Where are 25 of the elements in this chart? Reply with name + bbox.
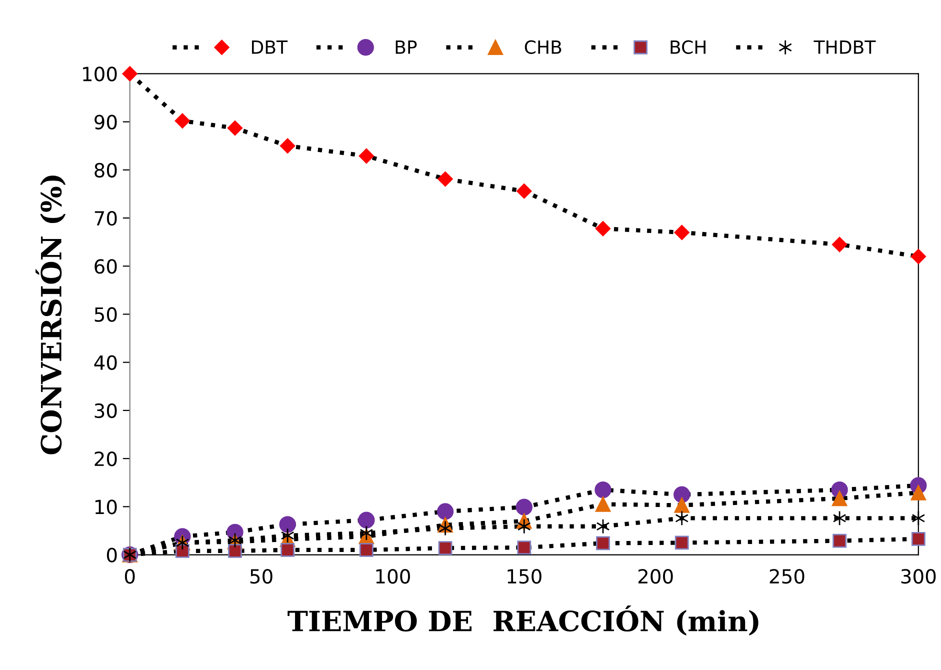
y-tick-label: 60 xyxy=(94,259,117,274)
legend-label: DBT xyxy=(252,40,288,54)
y-tick-label: 40 xyxy=(94,355,117,370)
x-tick-label: 100 xyxy=(376,568,410,584)
x-tick-label: 300 xyxy=(901,568,936,584)
y-tick-label: 0 xyxy=(106,548,117,562)
y-tick-label: 100 xyxy=(83,66,117,82)
legend-label: CHB xyxy=(524,40,562,54)
y-axis-title: CONVERSIÓN (%) xyxy=(36,176,66,454)
y-tick-label: 90 xyxy=(94,114,117,130)
x-tick-label: 250 xyxy=(770,568,804,584)
y-tick-label: 20 xyxy=(94,452,117,466)
y-tick-label: 80 xyxy=(94,162,117,178)
x-axis-title: TIEMPO DE REACCIÓN (min) xyxy=(288,605,758,636)
x-tick-label: 200 xyxy=(638,568,673,584)
y-tick-label: 10 xyxy=(95,500,117,514)
legend-label: THDBT xyxy=(814,40,876,54)
y-tick-label: 30 xyxy=(94,403,117,418)
x-tick-label: 150 xyxy=(508,568,542,584)
legend-label: BCH xyxy=(670,40,706,54)
y-tick-label: 50 xyxy=(94,307,117,322)
legend-label: BP xyxy=(396,40,417,54)
y-tick-label: 70 xyxy=(94,210,117,226)
x-tick-label: 0 xyxy=(124,568,135,584)
x-tick-label: 50 xyxy=(250,568,272,584)
